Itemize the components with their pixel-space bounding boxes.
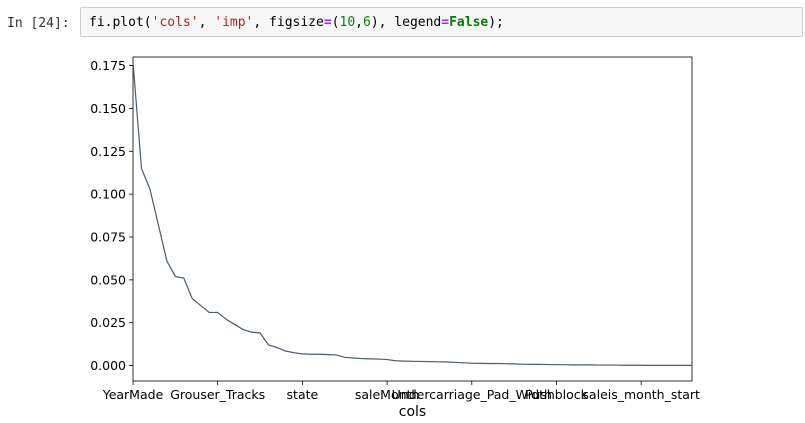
y-tick-label: 0.000 (90, 358, 126, 373)
code-number-6: 6 (362, 15, 371, 30)
code-equals: = (323, 15, 332, 30)
y-tick-label: 0.175 (90, 58, 126, 73)
input-prompt: In [24]: (7, 16, 70, 31)
x-tick-label: Undercarriage_Pad_Width (392, 387, 552, 402)
code-input-area[interactable]: fi.plot('cols', 'imp', figsize=(10,6), l… (80, 7, 803, 37)
code-tuple-open: ( (331, 15, 340, 30)
code-equals-2: = (441, 15, 450, 30)
x-tick-label: Pushblock (525, 387, 589, 402)
y-axis: 0.000 0.025 0.050 0.075 0.100 0.125 0.150 0.175 (90, 58, 133, 373)
output-area: 0.000 0.025 0.050 0.075 0.100 0.125 0.150 0.175… (0, 40, 805, 423)
code-figsize-key: , figsize (253, 15, 324, 30)
code-arg-imp: 'imp' (214, 15, 254, 30)
y-tick-label: 0.025 (90, 315, 126, 330)
code-function: fi.plot( (89, 15, 152, 30)
code-end: ); (488, 15, 504, 30)
code-comma: , (355, 15, 363, 30)
y-tick-label: 0.150 (90, 101, 126, 116)
x-tick-label: YearMade (102, 387, 164, 402)
x-tick-label: Grouser_Tracks (170, 387, 265, 402)
y-tick-label: 0.075 (90, 230, 126, 245)
x-tick-label: saleis_month_start (582, 387, 700, 402)
y-tick-label: 0.050 (90, 272, 126, 287)
x-axis: YearMade Grouser_Tracks state saleMonthUnde… (102, 381, 700, 402)
line-chart: 0.000 0.025 0.050 0.075 0.100 0.125 0.150 0.175… (90, 56, 700, 420)
series-line (132, 62, 692, 366)
y-tick-label: 0.100 (90, 187, 126, 202)
code-line[interactable]: fi.plot('cols', 'imp', figsize=(10,6), l… (89, 15, 504, 30)
plot-frame (132, 56, 693, 382)
y-tick-label: 0.125 (90, 144, 126, 159)
code-number-10: 10 (339, 15, 356, 30)
code-separator: , (198, 15, 215, 30)
code-arg-cols: 'cols' (151, 15, 199, 30)
code-keyword-false: False (449, 15, 489, 30)
x-tick-label: state (287, 387, 319, 402)
x-tick-label: saleMonth (355, 387, 420, 402)
x-axis-label: cols (399, 404, 426, 420)
code-legend-key: ), legend (370, 15, 442, 30)
